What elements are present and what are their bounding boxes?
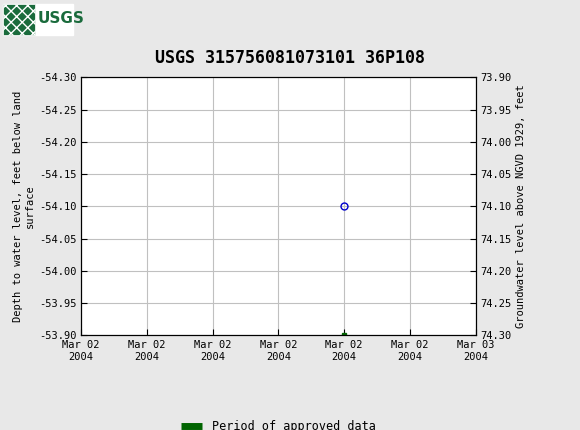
- Y-axis label: Depth to water level, feet below land
surface: Depth to water level, feet below land su…: [13, 91, 35, 322]
- Y-axis label: Groundwater level above NGVD 1929, feet: Groundwater level above NGVD 1929, feet: [516, 85, 526, 328]
- Legend: Period of approved data: Period of approved data: [176, 415, 380, 430]
- Bar: [3, 4, 72, 35]
- Text: USGS 315756081073101 36P108: USGS 315756081073101 36P108: [155, 49, 425, 67]
- Text: USGS: USGS: [38, 11, 85, 26]
- Bar: [3, 4, 35, 35]
